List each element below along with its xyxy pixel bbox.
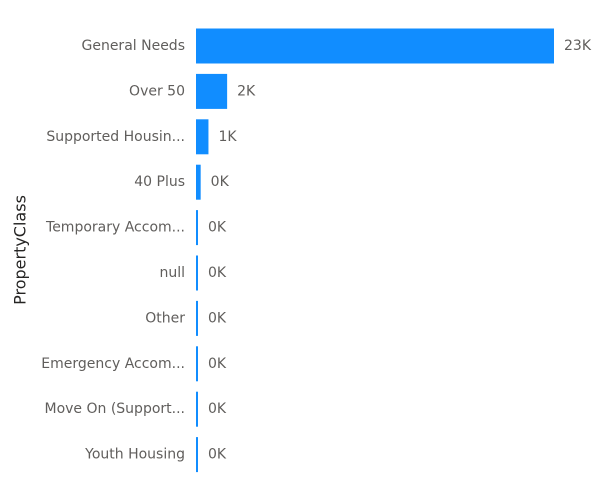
bar-7[interactable] xyxy=(196,346,198,382)
data-label-2: 1K xyxy=(218,129,237,145)
category-label-0: General Needs xyxy=(81,38,185,54)
data-label-3: 0K xyxy=(211,174,230,190)
data-label-7: 0K xyxy=(208,356,227,372)
bar-5[interactable] xyxy=(196,255,198,291)
category-label-3: 40 Plus xyxy=(134,174,185,190)
data-label-6: 0K xyxy=(208,310,227,326)
data-label-9: 0K xyxy=(208,447,227,463)
category-label-2: Supported Housin... xyxy=(46,129,185,145)
category-label-1: Over 50 xyxy=(129,83,185,99)
category-label-5: null xyxy=(159,265,185,281)
bar-0[interactable] xyxy=(196,28,554,64)
bar-8[interactable] xyxy=(196,391,198,427)
y-axis-title: PropertyClass xyxy=(11,195,30,305)
data-label-5: 0K xyxy=(208,265,227,281)
data-label-8: 0K xyxy=(208,401,227,417)
category-label-6: Other xyxy=(145,310,185,326)
data-label-0: 23K xyxy=(564,38,592,54)
bar-4[interactable] xyxy=(196,210,198,246)
bars-group xyxy=(196,28,554,473)
category-label-9: Youth Housing xyxy=(84,447,185,463)
category-labels-group: General Needs Over 50 Supported Housin... 4… xyxy=(41,38,185,463)
data-label-4: 0K xyxy=(208,220,227,236)
data-labels-group: 23K 2K 1K 0K 0K 0K 0K 0K 0K 0K xyxy=(208,38,592,463)
data-label-1: 2K xyxy=(237,83,256,99)
category-label-8: Move On (Support... xyxy=(45,401,186,417)
category-label-4: Temporary Accom... xyxy=(45,220,185,236)
bar-1[interactable] xyxy=(196,73,228,109)
bar-2[interactable] xyxy=(196,119,209,155)
bar-9[interactable] xyxy=(196,437,198,473)
bar-6[interactable] xyxy=(196,300,198,336)
category-label-7: Emergency Accom... xyxy=(41,356,185,372)
bar-3[interactable] xyxy=(196,164,201,200)
